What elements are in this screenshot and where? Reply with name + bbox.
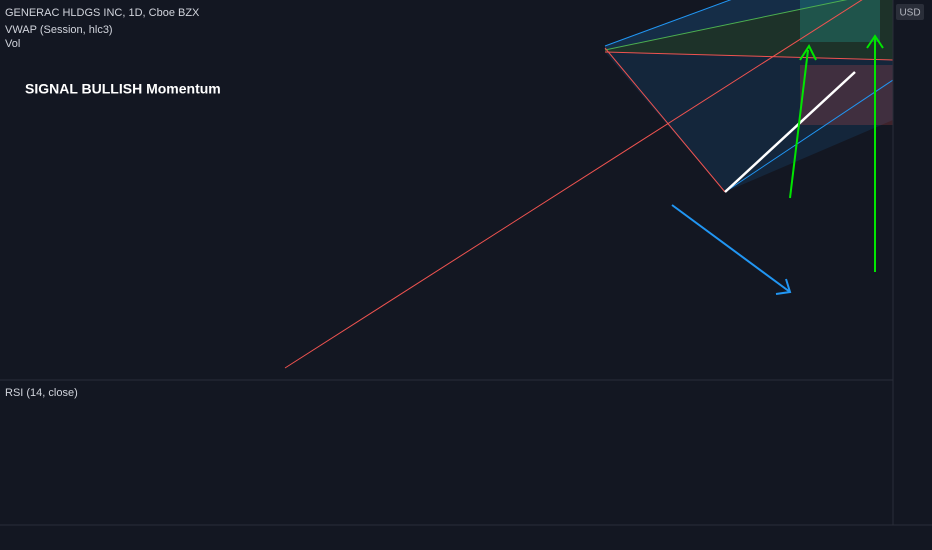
rsi-title: RSI (14, close)	[5, 387, 78, 399]
arrow-up	[789, 49, 809, 199]
support-line	[724, 71, 856, 193]
channel-line	[604, 47, 726, 193]
arrow-down	[671, 204, 791, 293]
drawings	[671, 34, 884, 295]
currency-box[interactable]	[896, 4, 924, 20]
symbol-title: GENERAC HLDGS INC, 1D, Cboe BZX	[5, 7, 200, 19]
signal-title: SIGNAL BULLISH Momentum	[25, 81, 221, 97]
arrow-head	[799, 43, 817, 61]
channel-line	[604, 51, 893, 61]
vwap-legend: VWAP (Session, hlc3)	[5, 24, 113, 36]
channel-line	[604, 0, 848, 51]
currency[interactable]: USD	[899, 8, 920, 19]
drawings-fills	[284, 0, 893, 369]
arrow-head	[775, 278, 792, 295]
channel-line	[604, 0, 732, 47]
channel-line	[724, 79, 893, 193]
trend-line	[284, 0, 863, 369]
channel-lower	[605, 52, 893, 192]
arrow-head	[866, 34, 884, 49]
target-box	[800, 0, 880, 42]
vol-legend: Vol	[5, 38, 20, 50]
channel-green	[605, 0, 893, 60]
risk-box	[800, 65, 893, 125]
